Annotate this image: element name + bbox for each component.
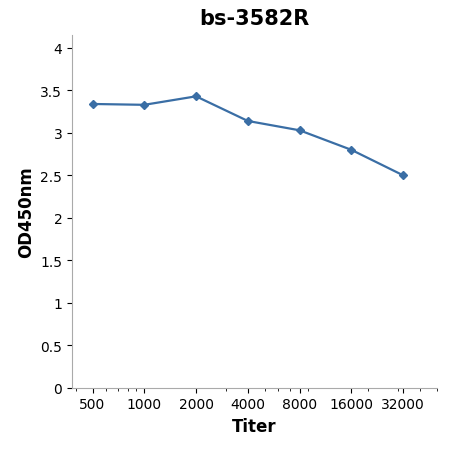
- Y-axis label: OD450nm: OD450nm: [17, 166, 35, 258]
- Title: bs-3582R: bs-3582R: [199, 9, 310, 29]
- X-axis label: Titer: Titer: [232, 417, 277, 435]
